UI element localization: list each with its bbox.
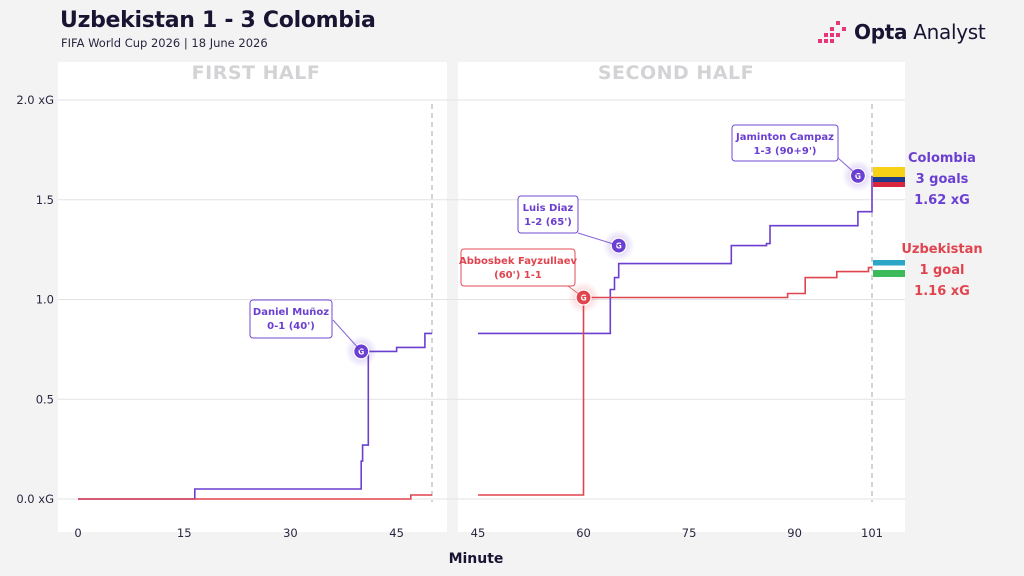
chart-title: Uzbekistan 1 - 3 Colombia [60, 8, 376, 33]
uzbekistan-flag-blue [873, 260, 905, 266]
goal-callout-connector [332, 319, 362, 352]
panel-title-1: FIRST HALF [192, 62, 321, 84]
goal-marker-letter: G [358, 347, 364, 356]
colombia-flag [873, 167, 905, 187]
x-tick-label: 60 [576, 526, 591, 540]
x-tick-label: 0 [74, 526, 81, 540]
uzbekistan-flag [873, 260, 905, 277]
opta-dots-icon [818, 21, 846, 43]
summary-goals: 1 goal [919, 263, 964, 278]
x-tick-label: 45 [389, 526, 404, 540]
summary-team-name: Colombia [908, 151, 976, 166]
goal-callout-box [517, 195, 579, 234]
x-tick-label: 90 [787, 526, 802, 540]
goal-callout-score: (60') 1-1 [494, 270, 542, 281]
xg-line-colombia [78, 332, 432, 500]
x-tick-label: 45 [471, 526, 486, 540]
goal-callout-player: Daniel Muñoz [253, 307, 329, 318]
colombia-flag-yellow [873, 167, 905, 177]
goal-callout-player: Luis Diaz [523, 203, 574, 214]
x-axis-label: Minute [449, 551, 504, 567]
goal-callout-connector [567, 285, 584, 298]
goal-marker-letter: G [580, 294, 586, 303]
x-tick-label: 30 [283, 526, 298, 540]
summary-goals: 3 goals [916, 172, 969, 187]
goal-callout-player: Jaminton Campaz [735, 132, 834, 143]
xg-line-uzbekistan [78, 494, 432, 500]
colombia-flag-red [873, 182, 905, 187]
panel-background-1 [58, 62, 447, 532]
x-tick-label: 75 [682, 526, 697, 540]
y-tick-label: 2.0 xG [16, 93, 54, 107]
summary-team-name: Uzbekistan [901, 242, 982, 257]
colombia-flag-blue [873, 177, 905, 182]
y-tick-label: 0.5 [36, 392, 54, 406]
xg-line-uzbekistan [478, 266, 872, 496]
goal-callout-connector [837, 157, 859, 177]
y-tick-label: 1.5 [36, 193, 54, 207]
uzbekistan-flag-white [873, 265, 905, 270]
x-tick-label: 15 [177, 526, 192, 540]
opta-analyst-logo: Opta Analyst [818, 17, 986, 47]
summary-xg: 1.16 xG [914, 284, 970, 299]
goal-callout-box [249, 299, 333, 339]
summary-xg: 1.62 xG [914, 193, 970, 208]
y-tick-label: 1.0 [36, 293, 54, 307]
chart-subtitle: FIFA World Cup 2026 | 18 June 2026 [61, 36, 268, 50]
goal-callout-score: 1-3 (90+9') [753, 146, 816, 157]
y-tick-label: 0.0 xG [16, 492, 54, 506]
goal-callout-score: 0-1 (40') [267, 321, 315, 332]
uzbekistan-flag-green [873, 270, 905, 277]
x-tick-label: 101 [861, 526, 883, 540]
goal-callout-box [460, 248, 576, 287]
goal-marker-letter: G [616, 242, 622, 251]
goal-callout-connector [577, 232, 619, 247]
goal-callout-score: 1-2 (65') [524, 217, 572, 228]
goal-callout-player: Abbosbek Fayzullaev [459, 256, 577, 267]
brand-name: Opta Analyst [854, 20, 986, 44]
panel-title-2: SECOND HALF [598, 62, 754, 84]
goal-callout-box [731, 124, 839, 162]
goal-marker-letter: G [855, 172, 861, 181]
